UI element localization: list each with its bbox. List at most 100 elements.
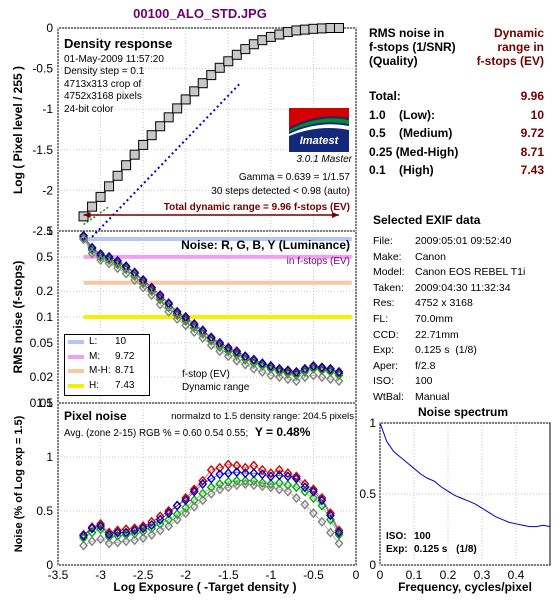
dr-header-line: f-stops (1/SNR) xyxy=(369,40,456,54)
density-point xyxy=(172,103,183,114)
pixel-point-g xyxy=(291,482,301,493)
noise-point-r xyxy=(198,326,208,337)
pixel-point-r xyxy=(147,516,157,527)
noise-point-r xyxy=(79,232,88,243)
pixel-point-b xyxy=(308,486,318,497)
pixel-point-b xyxy=(155,514,165,525)
pixel-point-y xyxy=(308,508,318,519)
density-y-tick-label: 0 xyxy=(46,21,53,35)
pixel-point-y xyxy=(334,538,344,549)
exif-row-fl: FL: 70.0mm xyxy=(373,312,525,328)
density-point xyxy=(333,23,344,33)
density-point xyxy=(163,112,174,123)
pixel-point-b xyxy=(206,473,216,484)
pixel-y-tick-label: 0 xyxy=(46,558,53,572)
pixel-point-b xyxy=(147,519,157,531)
noise-point-y xyxy=(79,234,88,245)
spectrum-curve xyxy=(379,422,551,528)
noise-y-tick-label: 0.5 xyxy=(36,250,53,264)
noise-y-tick-label: 0.05 xyxy=(30,336,54,350)
pixel-point-b xyxy=(283,471,293,482)
spectrum-x-tick-label: 0.3 xyxy=(474,568,491,582)
noise-point-y xyxy=(87,248,97,259)
dr-header-line: RMS noise in xyxy=(369,26,445,40)
pixel-y-tick-label: 1.5 xyxy=(36,396,53,410)
pixel-point-y xyxy=(240,478,250,490)
gamma-text: Gamma = 0.639 = 1/1.57 xyxy=(238,172,350,183)
pixel-point-b xyxy=(223,468,233,479)
exif-key: File: xyxy=(373,235,393,247)
dr-header-line: (Quality) xyxy=(369,54,418,68)
legend-swatch xyxy=(68,354,84,359)
pixel-point-y xyxy=(274,484,284,495)
legend-key: M: xyxy=(89,350,101,362)
exif-value: Canon EOS REBEL T1i xyxy=(415,266,526,279)
exp-label: Exp: xyxy=(386,544,408,555)
noise-point-b xyxy=(96,248,106,260)
exif-key: Res: xyxy=(373,297,395,310)
logo-text: Imatest xyxy=(299,135,339,147)
legend-swatch xyxy=(68,383,84,388)
pixel-point-b xyxy=(96,521,106,532)
noise-point-b xyxy=(291,366,301,377)
pixel-y-tick-label: 0.5 xyxy=(36,504,53,518)
exif-value: 70.0mm xyxy=(415,312,453,325)
exif-key: Taken: xyxy=(373,281,404,294)
spectrum-marks xyxy=(379,422,551,528)
dr-header-line: range in xyxy=(497,40,544,54)
pixel-point-r xyxy=(274,464,284,476)
exp-value: 0.125 s xyxy=(414,544,448,555)
pixel-point-r xyxy=(121,524,131,535)
noise-point-y xyxy=(232,355,242,366)
density-y-tick-label: -1.5 xyxy=(32,143,53,157)
pixel-point-b xyxy=(138,523,148,534)
dr-row-value: 8.71 xyxy=(520,144,544,159)
noise-point-y xyxy=(274,372,284,383)
noise-point-b xyxy=(249,354,259,365)
density-point xyxy=(146,130,157,141)
pixel-point-y xyxy=(96,534,106,545)
pixel-point-b xyxy=(79,530,88,541)
exif-list: File: 2009:05:01 09:52:40 Make: Canon Mode… xyxy=(373,234,525,406)
noise-point-r xyxy=(104,253,114,264)
low-end-line xyxy=(83,206,110,226)
pixel-point-g xyxy=(189,495,199,506)
exp-fraction: (1/8) xyxy=(456,544,477,555)
exif-row-make: Make: Canon xyxy=(373,250,525,266)
pixel-point-b xyxy=(266,471,276,482)
noise-point-y xyxy=(147,289,157,301)
exif-value: 0.125 s (1/8) xyxy=(415,344,477,357)
pixel-point-y xyxy=(87,536,97,547)
pixel-point-r xyxy=(87,522,97,533)
noise-point-y xyxy=(249,363,259,374)
x-tick-label: -2.5 xyxy=(133,568,154,582)
density-y-tick-label: -0.5 xyxy=(32,62,53,76)
pixel-point-g xyxy=(164,514,174,525)
noise-point-b xyxy=(155,289,165,301)
spectrum-x-tick-label: 0 xyxy=(377,568,384,582)
exif-value: 2009:05:01 09:52:40 xyxy=(415,235,512,247)
pixel-point-r xyxy=(181,492,191,504)
density-point xyxy=(308,23,319,34)
pixel-line-g xyxy=(83,480,340,539)
pixel-noise-title: Pixel noise xyxy=(64,409,127,423)
noise-marks xyxy=(79,230,344,387)
noise-point-y xyxy=(96,254,106,266)
noise-y-tick-label: 1 xyxy=(46,224,53,238)
dr-row-value: 9.96 xyxy=(520,89,544,103)
pixel-point-r xyxy=(240,462,250,473)
pixel-avg-text: Avg. (zone 2-15) RGB % = 0.60 0.54 0.55;… xyxy=(64,425,310,439)
legend-value: 10 xyxy=(115,336,127,347)
pixel-point-g xyxy=(223,476,233,487)
info-line: 01-May-2009 11:57:20 xyxy=(64,54,164,65)
noise-y-tick-label: 0.02 xyxy=(30,370,54,384)
pixel-point-r xyxy=(232,460,242,471)
gamma-fit-line xyxy=(91,81,242,238)
pixel-point-y xyxy=(155,525,165,536)
noise-point-y xyxy=(104,258,114,269)
dr-row-medhigh: 0.25 (Med-High) 8.71 xyxy=(369,143,544,162)
noise-point-y xyxy=(283,373,293,385)
density-point xyxy=(214,62,225,73)
noise-point-y xyxy=(206,340,216,351)
exif-row-file: File: 2009:05:01 09:52:40 xyxy=(373,234,525,250)
